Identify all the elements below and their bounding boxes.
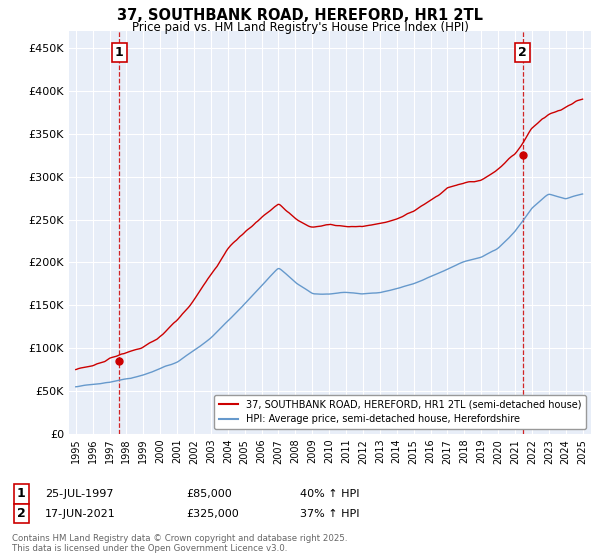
- Text: 25-JUL-1997: 25-JUL-1997: [45, 489, 113, 499]
- Text: 17-JUN-2021: 17-JUN-2021: [45, 508, 116, 519]
- Text: 37% ↑ HPI: 37% ↑ HPI: [300, 508, 359, 519]
- Text: 2: 2: [17, 507, 25, 520]
- Text: £85,000: £85,000: [186, 489, 232, 499]
- Text: 1: 1: [115, 46, 124, 59]
- Text: 40% ↑ HPI: 40% ↑ HPI: [300, 489, 359, 499]
- Text: Contains HM Land Registry data © Crown copyright and database right 2025.
This d: Contains HM Land Registry data © Crown c…: [12, 534, 347, 553]
- Text: Price paid vs. HM Land Registry's House Price Index (HPI): Price paid vs. HM Land Registry's House …: [131, 21, 469, 34]
- Text: 1: 1: [17, 487, 25, 501]
- Text: 37, SOUTHBANK ROAD, HEREFORD, HR1 2TL: 37, SOUTHBANK ROAD, HEREFORD, HR1 2TL: [117, 8, 483, 24]
- Text: £325,000: £325,000: [186, 508, 239, 519]
- Text: 2: 2: [518, 46, 527, 59]
- Legend: 37, SOUTHBANK ROAD, HEREFORD, HR1 2TL (semi-detached house), HPI: Average price,: 37, SOUTHBANK ROAD, HEREFORD, HR1 2TL (s…: [214, 395, 586, 429]
